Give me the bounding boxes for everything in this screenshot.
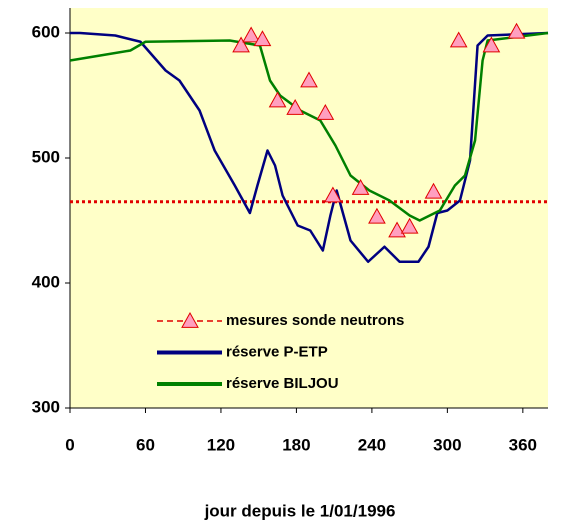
x-tick-label: 360 xyxy=(509,435,537,454)
legend-marker xyxy=(181,311,199,328)
x-tick-label: 0 xyxy=(65,435,74,454)
y-tick-label: 300 xyxy=(32,397,60,416)
x-tick-label: 300 xyxy=(433,435,461,454)
marker xyxy=(507,22,526,39)
marker xyxy=(324,186,342,203)
y-tick-label: 500 xyxy=(32,147,60,166)
marker xyxy=(268,91,287,108)
marker xyxy=(242,26,260,43)
marker xyxy=(400,217,419,234)
y-tick-label: 400 xyxy=(32,272,60,291)
marker xyxy=(449,31,468,48)
marker xyxy=(368,207,386,224)
x-axis-title: jour depuis le 1/01/1996 xyxy=(204,501,396,520)
x-tick-label: 240 xyxy=(358,435,386,454)
marker xyxy=(316,103,335,120)
marker xyxy=(351,178,370,195)
marker xyxy=(424,182,443,199)
marker xyxy=(232,36,250,53)
legend-label: réserve BILJOU xyxy=(226,375,339,392)
legend-label: mesures sonde neutrons xyxy=(226,312,404,329)
x-tick-label: 180 xyxy=(282,435,310,454)
legend-label: réserve P-ETP xyxy=(226,343,328,360)
marker xyxy=(482,36,501,53)
series-line xyxy=(70,31,549,263)
marker xyxy=(300,71,318,88)
marker xyxy=(253,30,272,47)
series-line xyxy=(69,31,549,222)
marker xyxy=(286,98,305,115)
y-tick-label: 600 xyxy=(32,22,60,41)
x-tick-label: 120 xyxy=(207,435,235,454)
x-tick-label: 60 xyxy=(136,435,155,454)
